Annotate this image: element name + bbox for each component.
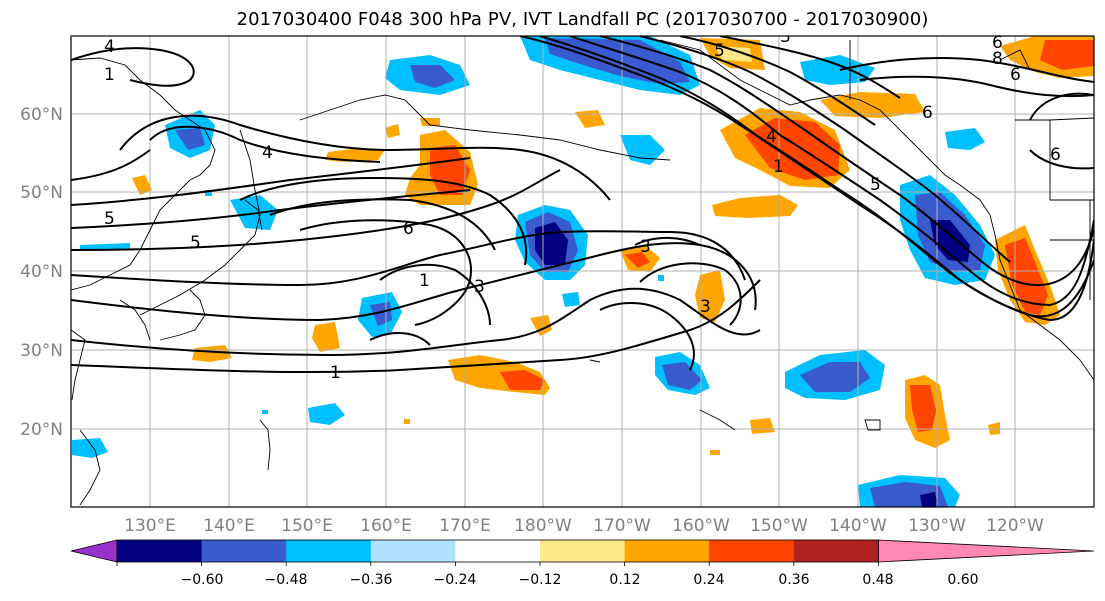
colorbar-segment <box>201 540 287 562</box>
colorbar-segment <box>455 540 541 562</box>
colorbar-extend-min <box>70 539 118 563</box>
colorbar-tick-labels: −0.60 −0.48 −0.36 −0.24 −0.12 0.12 0.24 … <box>181 572 979 588</box>
lat-tick-label: 60°N <box>20 105 63 125</box>
lon-tick-label: 150°E <box>281 516 333 536</box>
lon-tick-label: 160°E <box>360 516 412 536</box>
contour-label: 8 <box>992 49 1003 69</box>
latitude-axis: 60°N 50°N 40°N 30°N 20°N <box>20 105 63 440</box>
map-title: 2017030400 F048 300 hPa PV, IVT Landfall… <box>236 9 929 30</box>
positive-anomaly-shading <box>132 36 1094 455</box>
contour-label: 1 <box>773 157 784 177</box>
lon-tick-label: 130°E <box>124 516 176 536</box>
pv-contours <box>71 36 1094 374</box>
lat-tick-label: 40°N <box>20 262 63 282</box>
colorbar-segment <box>286 540 372 562</box>
lon-tick-label: 150°W <box>750 516 808 536</box>
contour-label: 5 <box>104 209 115 229</box>
colorbar-segment <box>540 540 626 562</box>
contour-label: 5 <box>714 41 725 61</box>
contour-label: 1 <box>330 363 341 383</box>
lon-tick-label: 180°W <box>514 516 572 536</box>
contour-label: 3 <box>640 237 651 257</box>
lat-tick-label: 30°N <box>20 341 63 361</box>
colorbar-tick-label: 0.12 <box>609 572 640 588</box>
contour-label: 5 <box>870 175 881 195</box>
colorbar-tick-label: −0.36 <box>350 572 393 588</box>
longitude-axis: 130°E 140°E 150°E 160°E 170°E 180°W 170°… <box>124 516 1044 536</box>
contour-labels: 4 1 5 4 6 5 6 3 1 3 3 1 6 5 4 1 5 3 8 6 <box>104 27 1061 383</box>
colorbar-tick-label: −0.12 <box>519 572 562 588</box>
contour-label: 6 <box>922 103 933 123</box>
contour-label: 6 <box>1010 65 1021 85</box>
contour-label: 6 <box>403 219 414 239</box>
contour-label: 1 <box>419 271 430 291</box>
contour-label: 4 <box>766 127 777 147</box>
contour-label: 6 <box>992 33 1003 53</box>
colorbar-tick-label: −0.60 <box>181 572 224 588</box>
contour-label: 4 <box>104 37 115 57</box>
colorbar-segment <box>709 540 795 562</box>
contour-label: 3 <box>780 27 791 47</box>
colorbar-extend-max <box>878 539 1095 563</box>
colorbar-tick-label: 0.60 <box>947 572 978 588</box>
contour-label: 4 <box>262 143 273 163</box>
contour-label: 5 <box>190 233 201 253</box>
colorbar-tick-label: 0.36 <box>778 572 809 588</box>
colorbar-outline <box>116 539 879 563</box>
contour-label: 3 <box>700 297 711 317</box>
colorbar-tick-label: −0.24 <box>434 572 477 588</box>
colorbar-tick-label: 0.24 <box>693 572 724 588</box>
lon-tick-label: 140°W <box>829 516 887 536</box>
lat-tick-label: 20°N <box>20 420 63 440</box>
contour-label: 1 <box>104 65 115 85</box>
lon-tick-label: 120°W <box>986 516 1044 536</box>
contour-label: 6 <box>1050 145 1061 165</box>
map-plot-area: 4 1 5 4 6 5 6 3 1 3 3 1 6 5 4 1 5 3 8 6 <box>71 27 1094 507</box>
colorbar-segment <box>117 540 203 562</box>
lon-tick-label: 130°W <box>908 516 966 536</box>
lat-tick-label: 50°N <box>20 183 63 203</box>
colorbar-segments <box>70 539 1095 566</box>
colorbar-segment <box>370 540 456 562</box>
coastlines <box>71 39 1094 506</box>
lon-tick-label: 170°E <box>439 516 491 536</box>
contour-label: 3 <box>474 277 485 297</box>
lon-tick-label: 140°E <box>203 516 255 536</box>
colorbar: −0.60 −0.48 −0.36 −0.24 −0.12 0.12 0.24 … <box>70 539 1095 588</box>
map-frame <box>70 35 1095 508</box>
colorbar-tick-label: 0.48 <box>862 572 893 588</box>
colorbar-segment <box>793 540 879 562</box>
colorbar-segment <box>624 540 710 562</box>
colorbar-tick-label: −0.48 <box>265 572 308 588</box>
lon-tick-label: 160°W <box>672 516 730 536</box>
lon-tick-label: 170°W <box>593 516 651 536</box>
